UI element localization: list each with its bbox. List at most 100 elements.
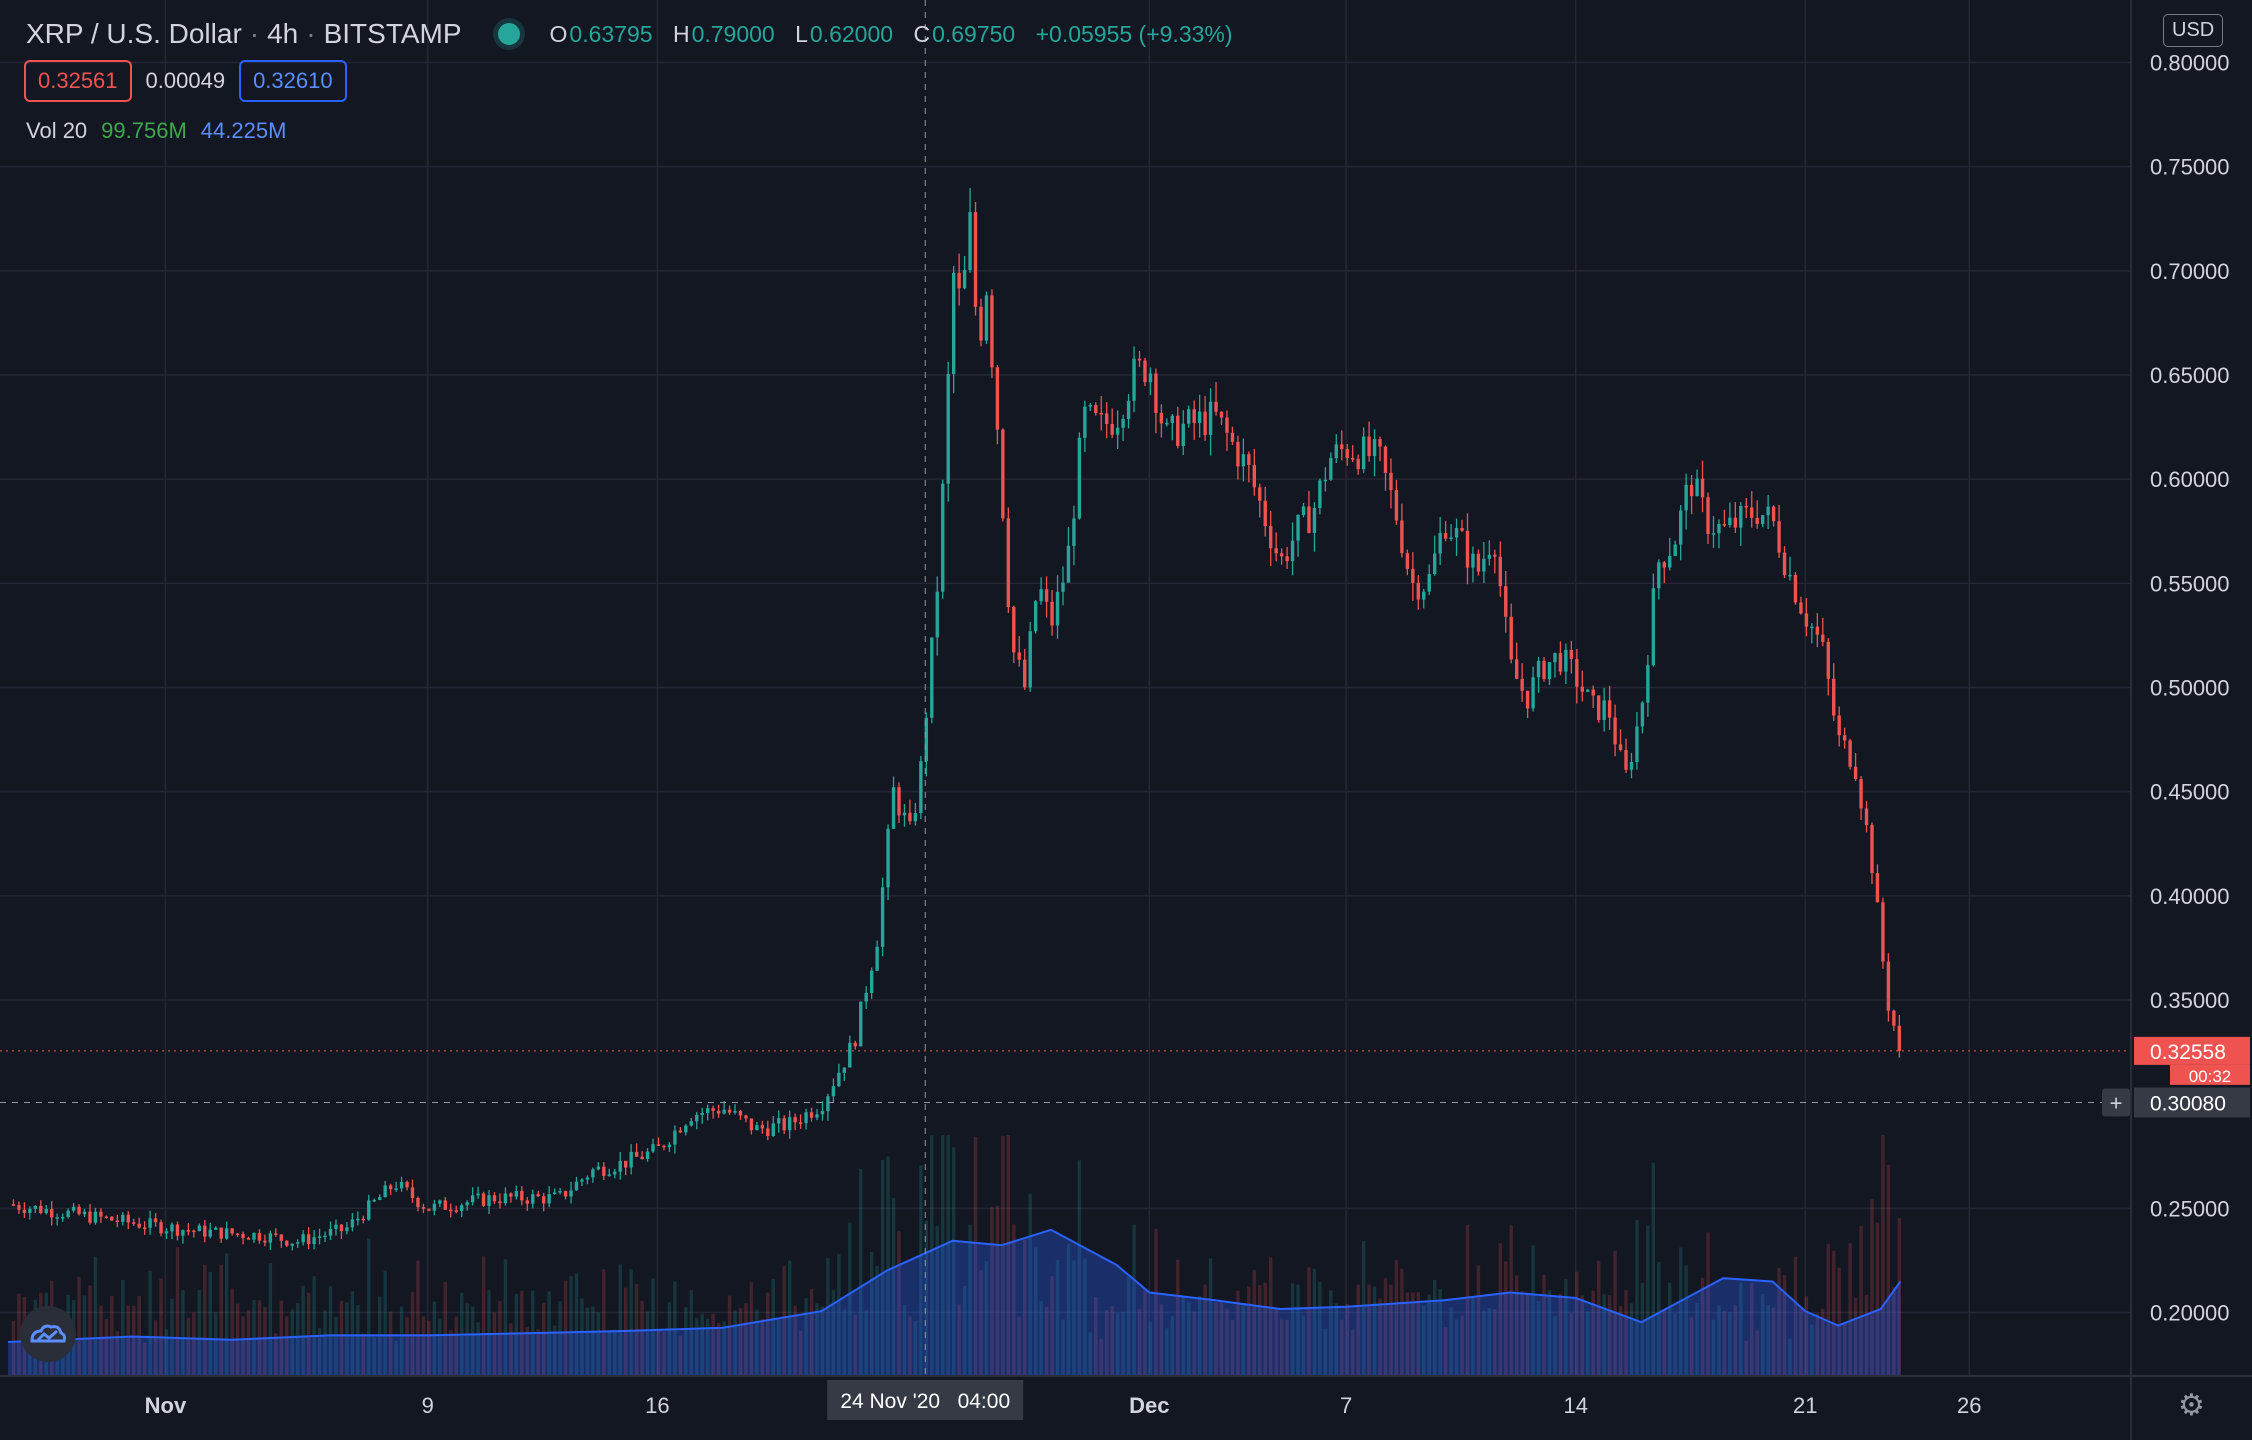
interval-label[interactable]: 4h bbox=[267, 18, 299, 49]
header-separator: · bbox=[249, 18, 260, 49]
candle-body bbox=[897, 787, 901, 816]
candle-body bbox=[1897, 1025, 1902, 1051]
volume-bar bbox=[1722, 1310, 1727, 1375]
candle-body bbox=[1083, 406, 1087, 438]
candle-body bbox=[727, 1109, 732, 1113]
candle-body bbox=[1318, 480, 1322, 508]
volume-bar bbox=[613, 1329, 617, 1375]
candle-body bbox=[1323, 479, 1328, 482]
candle-body bbox=[1881, 902, 1885, 962]
candle-body bbox=[1821, 634, 1825, 642]
volume-bar bbox=[470, 1306, 475, 1375]
candle-body bbox=[1416, 582, 1420, 600]
currency-button[interactable]: USD bbox=[2163, 14, 2224, 47]
volume-bar bbox=[1711, 1319, 1716, 1375]
volume-bar bbox=[1066, 1244, 1071, 1375]
tradingview-logo-icon[interactable] bbox=[20, 1306, 76, 1362]
countdown-label: 00:32 bbox=[2189, 1067, 2232, 1086]
last-price-badge bbox=[2134, 1036, 2250, 1065]
candle-body bbox=[820, 1111, 825, 1115]
candle-body bbox=[312, 1237, 316, 1244]
volume-bar bbox=[1187, 1302, 1191, 1375]
price-tick-label: 0.50000 bbox=[2150, 676, 2230, 701]
volume-bar bbox=[268, 1263, 273, 1375]
candle-body bbox=[678, 1130, 683, 1133]
volume-bar bbox=[634, 1284, 639, 1375]
volume-bar bbox=[443, 1281, 447, 1375]
candle-body bbox=[345, 1227, 349, 1232]
volume-bar bbox=[1569, 1313, 1574, 1375]
candle-body bbox=[919, 761, 923, 814]
volume-bar bbox=[159, 1278, 163, 1375]
candle-body bbox=[170, 1224, 174, 1232]
volume-bar bbox=[995, 1205, 1000, 1375]
volume-bar bbox=[1443, 1327, 1448, 1375]
volume-bar bbox=[596, 1312, 601, 1375]
volume-bar bbox=[1039, 1301, 1043, 1375]
volume-bar bbox=[1657, 1262, 1661, 1375]
candle-body bbox=[50, 1209, 54, 1218]
candle-body bbox=[875, 946, 879, 971]
crosshair-add-button[interactable] bbox=[2102, 1088, 2130, 1117]
candle-body bbox=[1351, 458, 1355, 460]
buy-button[interactable]: 0.32610 bbox=[239, 60, 347, 102]
high-label: H bbox=[672, 20, 690, 47]
volume-bar bbox=[1088, 1332, 1093, 1375]
candle-body bbox=[995, 367, 1000, 430]
candle-body bbox=[99, 1211, 103, 1217]
candle-body bbox=[1154, 373, 1158, 413]
candle-body bbox=[1143, 360, 1147, 383]
volume-bar bbox=[1432, 1279, 1437, 1375]
candle-body bbox=[1760, 515, 1765, 524]
candle-body bbox=[651, 1144, 655, 1152]
candle-body bbox=[1088, 405, 1093, 407]
sell-button[interactable]: 0.32561 bbox=[24, 60, 132, 102]
low-value: 0.62000 bbox=[809, 20, 894, 47]
candle-body bbox=[104, 1216, 109, 1219]
candle-body bbox=[1558, 652, 1563, 672]
volume-bar bbox=[1859, 1226, 1863, 1375]
volume-bar bbox=[558, 1301, 562, 1375]
candle-body bbox=[782, 1118, 786, 1131]
candle-body bbox=[1618, 744, 1623, 751]
candle-body bbox=[1864, 808, 1869, 825]
candle-body bbox=[1170, 415, 1175, 423]
candle-body bbox=[388, 1185, 393, 1190]
candle-body bbox=[984, 295, 989, 341]
volume-bar bbox=[973, 1136, 978, 1375]
plus-icon[interactable]: + bbox=[2110, 1091, 2123, 1116]
crosshair-price-label: 0.30080 bbox=[2150, 1093, 2226, 1116]
volume-bar bbox=[787, 1260, 792, 1375]
volume-bar bbox=[17, 1293, 21, 1375]
volume-bar bbox=[951, 1147, 956, 1375]
gear-icon[interactable]: ⚙ bbox=[2178, 1389, 2205, 1422]
candle-body bbox=[17, 1205, 21, 1210]
candle-body bbox=[55, 1217, 59, 1219]
volume-bar bbox=[1733, 1305, 1738, 1375]
volume-bar bbox=[339, 1300, 344, 1375]
price-tick-label: 0.45000 bbox=[2150, 780, 2230, 805]
candle-body bbox=[1739, 505, 1743, 528]
volume-legend[interactable]: Vol 20 99.756M 44.225M bbox=[26, 118, 286, 144]
volume-bar bbox=[864, 1310, 868, 1375]
volume-bar bbox=[263, 1307, 267, 1375]
candle-body bbox=[1050, 601, 1054, 626]
candle-body bbox=[1176, 415, 1180, 447]
candle-body bbox=[1476, 553, 1481, 572]
candle-body bbox=[766, 1128, 770, 1137]
candle-body bbox=[1115, 427, 1120, 435]
candle-body bbox=[541, 1196, 546, 1204]
volume-bar bbox=[749, 1282, 754, 1375]
volume-bar bbox=[1247, 1286, 1251, 1375]
candle-body bbox=[142, 1227, 147, 1230]
volume-bar bbox=[1531, 1245, 1535, 1375]
volume-bar bbox=[1345, 1304, 1349, 1375]
candle-body bbox=[673, 1130, 677, 1145]
volume-bar bbox=[1001, 1135, 1005, 1375]
candle-body bbox=[1394, 490, 1399, 521]
symbol-name[interactable]: XRP / U.S. Dollar bbox=[26, 18, 242, 49]
open-value: 0.63795 bbox=[569, 20, 653, 47]
volume-bar bbox=[689, 1290, 693, 1375]
volume-bar bbox=[1662, 1308, 1666, 1375]
